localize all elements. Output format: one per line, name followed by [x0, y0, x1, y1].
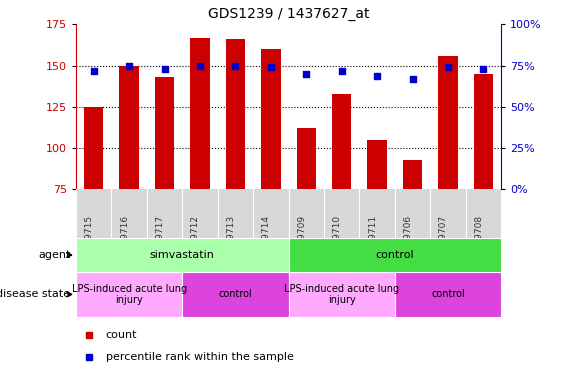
Text: count: count [106, 330, 137, 340]
Point [302, 71, 311, 77]
Bar [289, 272, 395, 317]
Bar [438, 56, 458, 189]
Bar [226, 39, 245, 189]
Point [89, 68, 98, 74]
Point [195, 63, 204, 69]
Bar [76, 272, 182, 317]
Bar [395, 272, 501, 317]
Point [444, 64, 453, 70]
Bar [155, 77, 175, 189]
Bar [119, 66, 139, 189]
Bar [76, 238, 289, 272]
Title: GDS1239 / 1437627_at: GDS1239 / 1437627_at [208, 7, 369, 21]
Text: control: control [218, 290, 252, 299]
Bar [190, 38, 210, 189]
Bar [261, 49, 280, 189]
Bar [182, 272, 289, 317]
Bar [403, 160, 422, 189]
Bar [297, 128, 316, 189]
Point [408, 76, 417, 82]
Text: simvastatin: simvastatin [150, 250, 215, 260]
Bar [84, 107, 104, 189]
Text: percentile rank within the sample: percentile rank within the sample [106, 352, 294, 362]
Text: agent: agent [38, 250, 70, 260]
Point [124, 63, 133, 69]
Bar [289, 238, 501, 272]
Text: disease state: disease state [0, 290, 70, 299]
Point [160, 66, 169, 72]
Bar [367, 140, 387, 189]
Point [479, 66, 488, 72]
Text: LPS-induced acute lung
injury: LPS-induced acute lung injury [284, 284, 399, 305]
Text: control: control [431, 290, 465, 299]
Point [373, 72, 382, 78]
Bar [332, 94, 351, 189]
Point [231, 63, 240, 69]
Point [266, 64, 275, 70]
Bar [473, 74, 493, 189]
Text: control: control [376, 250, 414, 260]
Point [337, 68, 346, 74]
Text: LPS-induced acute lung
injury: LPS-induced acute lung injury [72, 284, 187, 305]
